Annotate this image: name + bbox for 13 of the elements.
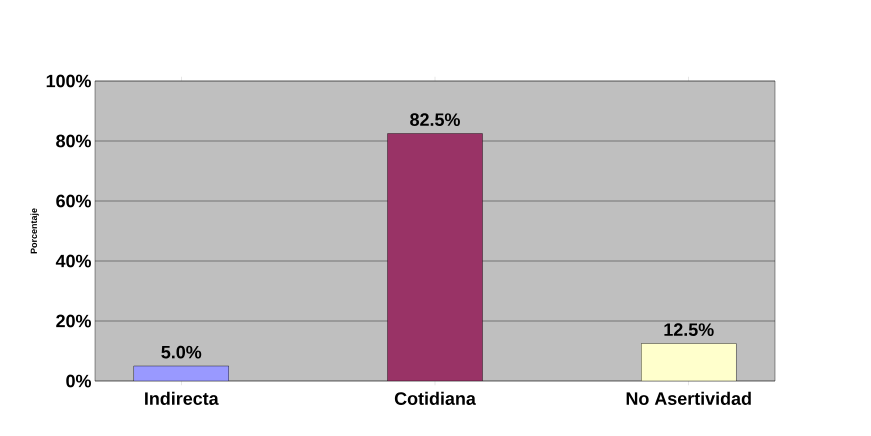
x-tick-label: No Asertividad: [626, 392, 751, 405]
y-tick-label: 80%: [56, 134, 91, 148]
y-tick-label: 20%: [56, 314, 91, 328]
y-tick-label: 40%: [56, 254, 91, 268]
data-label: 12.5%: [664, 323, 714, 336]
y-tick-label: 0%: [66, 374, 91, 388]
data-label: 82.5%: [410, 113, 460, 126]
y-tick-label: 100%: [46, 74, 91, 88]
y-tick-label: 60%: [56, 194, 91, 208]
x-tick-label: Indirecta: [145, 392, 219, 405]
x-tick-label: Cotidiana: [394, 392, 476, 405]
y-axis-title: Porcentaje: [30, 208, 39, 254]
data-label: 5.0%: [161, 346, 202, 358]
